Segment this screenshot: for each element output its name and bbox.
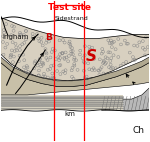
Polygon shape <box>102 88 149 110</box>
Text: Sidestrand: Sidestrand <box>54 16 88 21</box>
Text: ingham: ingham <box>2 34 28 40</box>
Text: Ch: Ch <box>133 126 145 135</box>
Text: S: S <box>85 49 96 64</box>
Polygon shape <box>1 95 123 110</box>
Polygon shape <box>1 18 149 81</box>
Text: km: km <box>65 111 75 117</box>
Polygon shape <box>1 63 149 95</box>
Polygon shape <box>1 57 149 86</box>
Text: B: B <box>45 33 52 42</box>
Text: Test site: Test site <box>48 3 91 12</box>
